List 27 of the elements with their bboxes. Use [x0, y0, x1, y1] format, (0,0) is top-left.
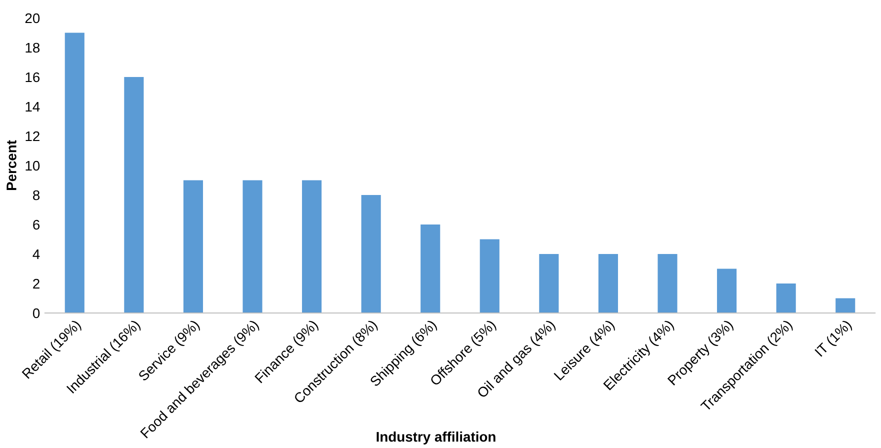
y-tick-label: 8 — [33, 190, 40, 200]
y-tick-label: 12 — [26, 131, 40, 142]
y-tick-label: 20 — [25, 13, 40, 24]
y-axis-title: Percent — [6, 140, 16, 190]
bar — [242, 180, 262, 313]
y-tick-label: 18 — [26, 42, 40, 53]
y-tick-label: 16 — [26, 72, 40, 82]
bar — [539, 254, 559, 313]
y-tick-label: 0 — [32, 308, 40, 318]
y-tick-label: 10 — [26, 160, 40, 171]
bar — [302, 180, 322, 313]
bar — [124, 77, 144, 313]
y-tick-label: 14 — [26, 102, 40, 112]
bar — [64, 32, 84, 313]
bar — [836, 298, 856, 313]
x-axis-title: Industry affiliation — [376, 432, 496, 444]
bar — [420, 224, 440, 313]
bar — [598, 254, 618, 313]
bar — [361, 195, 381, 313]
bar — [183, 180, 203, 313]
bar — [480, 239, 500, 313]
bar — [658, 254, 678, 313]
y-tick-label: 2 — [33, 278, 40, 289]
bar — [717, 268, 737, 313]
y-tick-label: 4 — [32, 249, 40, 260]
y-tick-label: 6 — [33, 220, 40, 230]
bar — [776, 284, 796, 313]
